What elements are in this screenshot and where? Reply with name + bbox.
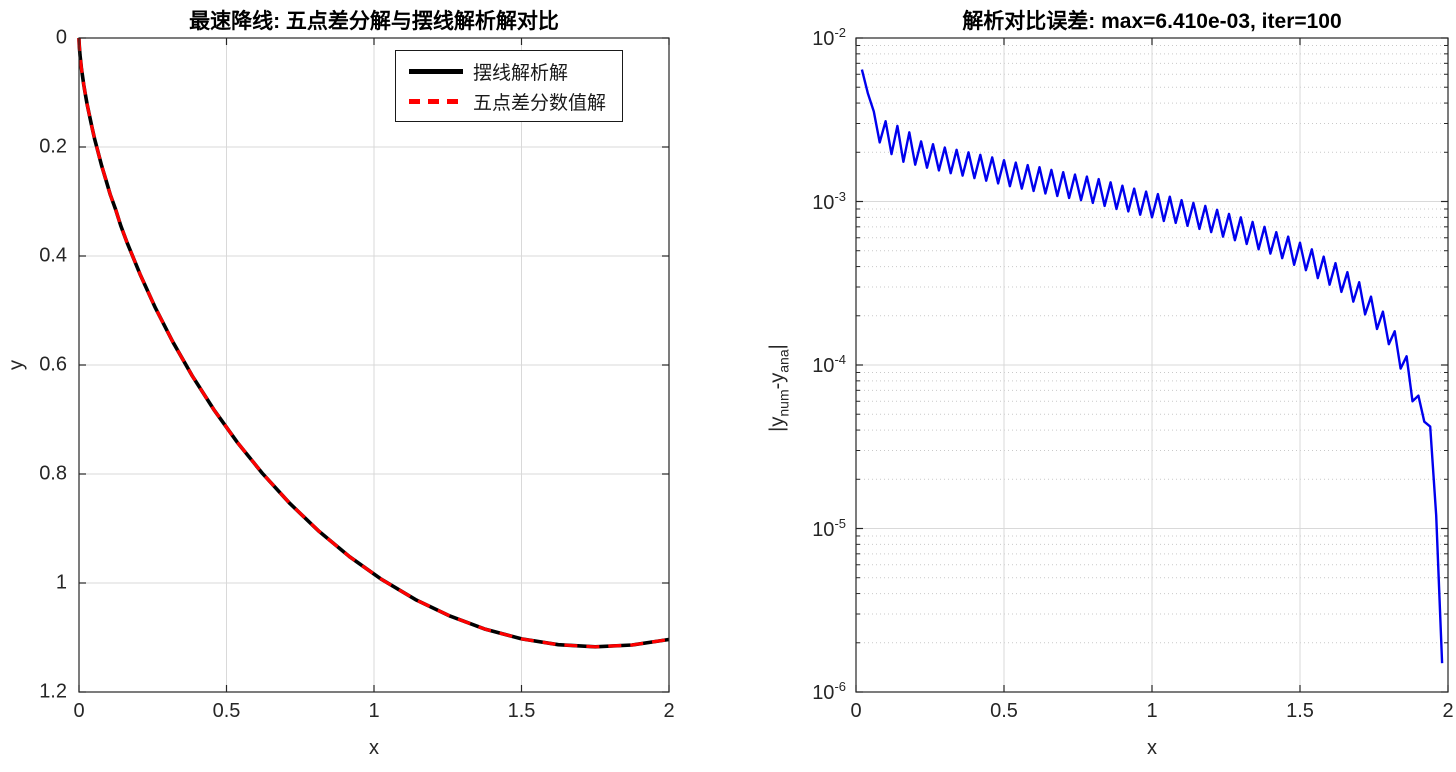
y-tick-label: 1.2 bbox=[39, 680, 67, 703]
error-curve bbox=[860, 69, 1444, 664]
legend-box: 摆线解析解 五点差分数值解 bbox=[395, 50, 624, 122]
x-tick-label: 1 bbox=[368, 700, 380, 722]
left-plot-xlabel: x bbox=[369, 737, 379, 759]
y-tick-label: 0.8 bbox=[39, 462, 67, 485]
y-tick-label: 10-4 bbox=[812, 352, 846, 377]
right-subplot: 解析对比误差: max=6.410e-03, iter=100 x |ynum-… bbox=[728, 0, 1456, 772]
numeric-solution-curve bbox=[77, 38, 670, 649]
left-plot-title: 最速降线: 五点差分解与摆线解析解对比 bbox=[189, 10, 559, 33]
y-tick-label: 10-5 bbox=[812, 515, 846, 541]
y-tick-label: 0.4 bbox=[39, 244, 67, 267]
x-tick-label: 1 bbox=[1146, 700, 1158, 722]
legend-numeric-line-swatch bbox=[409, 98, 463, 104]
ylabel-text: |y bbox=[766, 416, 789, 432]
y-tick-label: 0.2 bbox=[39, 135, 67, 158]
y-tick-label: 1 bbox=[55, 571, 67, 594]
y-tick-label: 10-3 bbox=[812, 188, 846, 214]
ylabel-subscript: num bbox=[775, 389, 792, 417]
right-plot-title: 解析对比误差: max=6.410e-03, iter=100 bbox=[962, 10, 1342, 33]
x-tick-label: 0 bbox=[73, 700, 85, 722]
y-tick-label: 10-2 bbox=[812, 25, 846, 50]
legend-analytic-line-swatch bbox=[409, 68, 463, 74]
x-tick-label: 2 bbox=[1442, 700, 1454, 722]
x-tick-label: 1.5 bbox=[1286, 700, 1314, 722]
x-tick-label: 0 bbox=[850, 700, 862, 722]
legend-numeric-label: 五点差分数值解 bbox=[473, 92, 607, 114]
right-plot-xlabel: x bbox=[1147, 737, 1157, 759]
x-tick-label: 1.5 bbox=[507, 700, 536, 722]
legend-item-numeric: 五点差分数值解 bbox=[409, 89, 607, 114]
ylabel-text: | bbox=[766, 344, 789, 350]
legend-analytic-label: 摆线解析解 bbox=[473, 62, 569, 84]
x-tick-label: 2 bbox=[663, 700, 675, 722]
right-plot-canvas bbox=[855, 37, 1449, 693]
x-tick-label: 0.5 bbox=[212, 700, 241, 722]
y-tick-label: 10-6 bbox=[812, 679, 846, 704]
legend-item-analytic: 摆线解析解 bbox=[409, 59, 606, 84]
left-plot-canvas bbox=[77, 37, 670, 693]
y-tick-label: 0.6 bbox=[39, 353, 67, 376]
y-tick-label: 0 bbox=[55, 26, 67, 49]
x-tick-label: 0.5 bbox=[990, 700, 1018, 722]
